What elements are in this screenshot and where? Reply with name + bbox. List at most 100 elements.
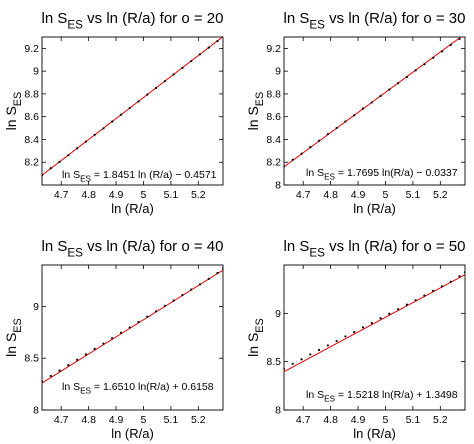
data-point — [163, 80, 166, 83]
x-tick-label: 5.2 — [191, 189, 206, 201]
data-point — [353, 114, 356, 117]
fit-line — [42, 37, 223, 176]
data-point — [190, 60, 193, 63]
data-point — [84, 353, 87, 356]
data-point — [379, 94, 382, 98]
chart-title: ln SES vs ln (R/a) for o = 20 — [42, 10, 224, 31]
data-point — [291, 158, 294, 161]
x-tick-label: 5.2 — [433, 189, 448, 201]
data-point — [284, 165, 286, 168]
chart-title: ln SES vs ln (R/a) for o = 30 — [284, 10, 466, 31]
data-point — [464, 33, 466, 35]
data-point — [370, 101, 373, 104]
data-point — [58, 369, 61, 372]
data-point — [449, 43, 452, 46]
data-point — [172, 73, 175, 76]
chart-panel-2: 4.7 4.8 4.9 5 5.1 5.288.28.48.68.899.2ln SES … — [245, 10, 466, 216]
data-point — [137, 100, 140, 103]
data-point — [370, 321, 373, 325]
data-point — [300, 358, 303, 361]
x-tick-label: 4.9 — [109, 189, 124, 201]
chart-title: ln SES vs ln (R/a) for o = 50 — [284, 238, 466, 259]
data-point — [353, 330, 356, 334]
x-axis-label: ln (R/a) — [353, 201, 396, 216]
data-point — [111, 120, 114, 123]
data-point — [221, 267, 223, 270]
x-tick-label: 4.8 — [323, 414, 338, 426]
x-tick-label: 5.1 — [406, 189, 421, 201]
data-point — [190, 288, 193, 291]
x-tick-label: 4.9 — [351, 189, 366, 201]
data-point — [405, 303, 408, 306]
data-point — [93, 133, 96, 136]
data-point — [216, 271, 219, 275]
chart-panel-3: 4.7 4.8 4.9 5 5.1 5.2 8 8.5 9 ln SES vs ln (R/a) … — [3, 238, 224, 441]
x-axis-label: ln (R/a) — [353, 426, 396, 441]
data-point — [432, 289, 435, 293]
data-point — [163, 304, 166, 308]
y-axis-label: ln SES — [3, 318, 24, 357]
x-tick-label: 4.7 — [296, 189, 311, 201]
y-tick-label: 8.8 — [266, 88, 281, 100]
data-point — [414, 299, 417, 302]
fit-line — [284, 274, 465, 373]
data-point — [291, 362, 294, 365]
y-tick-label: 8.4 — [24, 134, 39, 146]
x-tick-label: 5.2 — [191, 414, 206, 426]
x-axis-label: ln (R/a) — [111, 201, 154, 216]
data-point — [344, 335, 347, 338]
y-tick-label: 8 — [275, 180, 281, 192]
data-point — [42, 380, 44, 383]
data-point — [440, 285, 444, 288]
data-point — [181, 294, 184, 297]
data-point — [326, 133, 329, 136]
y-tick-label: 8.8 — [24, 88, 39, 100]
x-tick-label: 4.8 — [81, 189, 96, 201]
data-point — [284, 367, 286, 371]
x-tick-label: 4.7 — [296, 414, 311, 426]
data-point — [388, 88, 391, 91]
fit-equation: ln SES = 1.6510 ln(R/a) + 0.6158 — [62, 381, 214, 396]
y-tick-label: 8.6 — [24, 111, 39, 123]
data-point — [221, 37, 223, 38]
data-point — [137, 320, 140, 324]
data-point — [423, 294, 426, 297]
y-axis-label: ln SES — [245, 318, 266, 357]
x-tick-label: 4.8 — [81, 414, 96, 426]
fit-equation: ln SES = 1.5218 ln(R/a) + 1.3498 — [306, 389, 458, 404]
data-point — [326, 344, 329, 347]
data-point — [207, 277, 210, 280]
data-point — [154, 86, 158, 90]
data-point — [300, 152, 303, 155]
data-point — [207, 46, 210, 49]
x-tick-label: 4.9 — [109, 414, 124, 426]
plot-area — [41, 264, 224, 411]
data-point — [128, 326, 131, 329]
data-point — [172, 299, 175, 302]
y-tick-label: 9 — [275, 66, 281, 78]
x-tick-label: 4.9 — [351, 414, 366, 426]
data-point — [154, 310, 158, 313]
y-axis-label-group: ln SES — [3, 92, 24, 131]
plot-area — [283, 264, 466, 411]
y-tick-label: 9.2 — [24, 43, 39, 55]
y-tick-label: 9 — [275, 308, 281, 320]
data-point — [198, 283, 202, 286]
y-tick-label: 8.5 — [266, 356, 281, 368]
data-point — [146, 315, 149, 318]
data-point — [463, 271, 465, 274]
data-point — [396, 308, 400, 311]
data-point — [449, 280, 452, 283]
data-point — [146, 93, 149, 96]
y-axis-label: ln SES — [3, 92, 24, 131]
data-point — [42, 174, 44, 177]
y-axis-label-group: ln SES — [3, 318, 24, 357]
fit-equation: ln SES = 1.8451 ln (R/a) − 0.4571 — [62, 169, 217, 184]
data-point — [344, 120, 347, 123]
y-axis-label-group: ln SES — [245, 318, 266, 357]
data-point — [405, 75, 408, 79]
data-point — [318, 139, 321, 142]
plot-area — [41, 36, 224, 186]
x-tick-label: 5.1 — [406, 414, 421, 426]
